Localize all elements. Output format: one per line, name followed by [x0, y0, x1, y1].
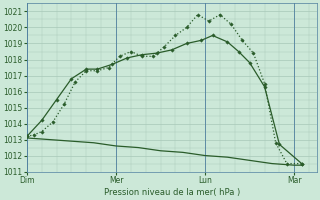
X-axis label: Pression niveau de la mer( hPa ): Pression niveau de la mer( hPa ) [104, 188, 240, 197]
